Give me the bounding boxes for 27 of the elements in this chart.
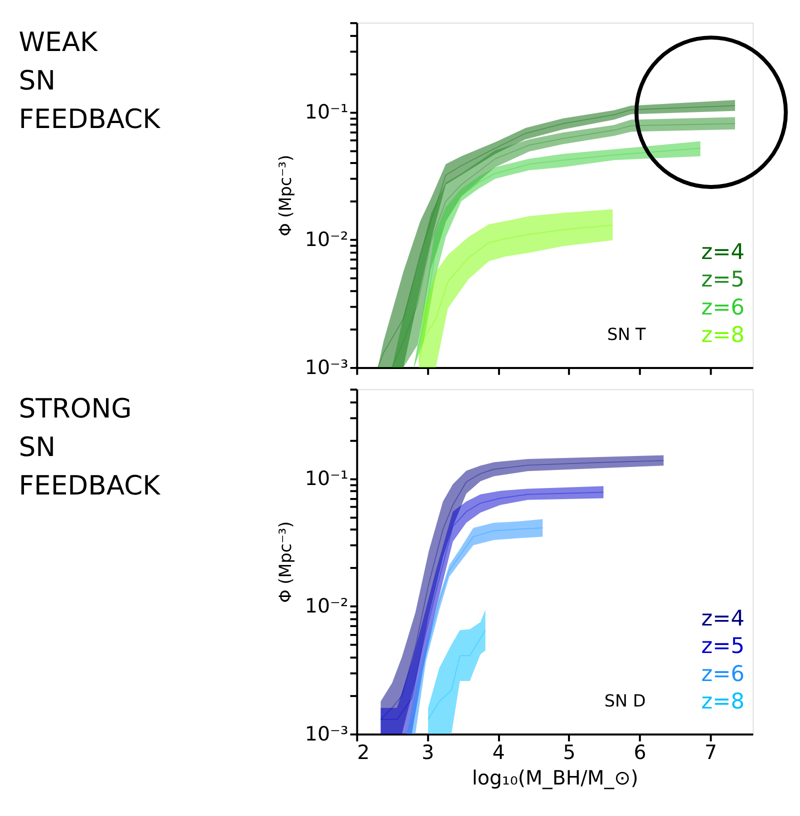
x-tick-label: 4 xyxy=(492,741,505,764)
text: z=4 xyxy=(701,606,745,632)
y-axis-title: Φ (Mpc⁻³) xyxy=(275,521,296,603)
text: WEAK SN FEEDBACK xyxy=(18,27,161,136)
text: z=5 xyxy=(701,268,745,293)
y-tick-label: 10⁻³ xyxy=(304,356,348,379)
y-tick-label: 10⁻¹ xyxy=(304,100,348,124)
text: z=8 xyxy=(701,689,745,714)
x-tick-label: 7 xyxy=(704,741,718,764)
x-tick-label: 6 xyxy=(634,741,646,764)
y-tick-label: 10⁻² xyxy=(304,228,348,252)
annotation: SN T xyxy=(607,324,647,344)
text: z=4 xyxy=(701,240,745,266)
text: z=5 xyxy=(701,634,745,660)
x-axis-title: log₁₀(M_BH/M_⊙) xyxy=(472,766,638,790)
text: z=6 xyxy=(701,295,745,320)
x-tick-label: 3 xyxy=(422,741,434,764)
y-axis-title: Φ (Mpc⁻³) xyxy=(275,154,296,236)
x-tick-label: 2 xyxy=(357,741,370,764)
text: z=6 xyxy=(701,662,745,687)
text: z=8 xyxy=(701,322,745,348)
annotation: SN D xyxy=(604,690,646,710)
x-tick-label: 5 xyxy=(563,741,576,764)
y-tick-label: 10⁻² xyxy=(304,594,348,618)
text: STRONG SN FEEDBACK xyxy=(18,394,161,502)
y-tick-label: 10⁻³ xyxy=(304,722,348,746)
y-tick-label: 10⁻¹ xyxy=(304,466,348,490)
